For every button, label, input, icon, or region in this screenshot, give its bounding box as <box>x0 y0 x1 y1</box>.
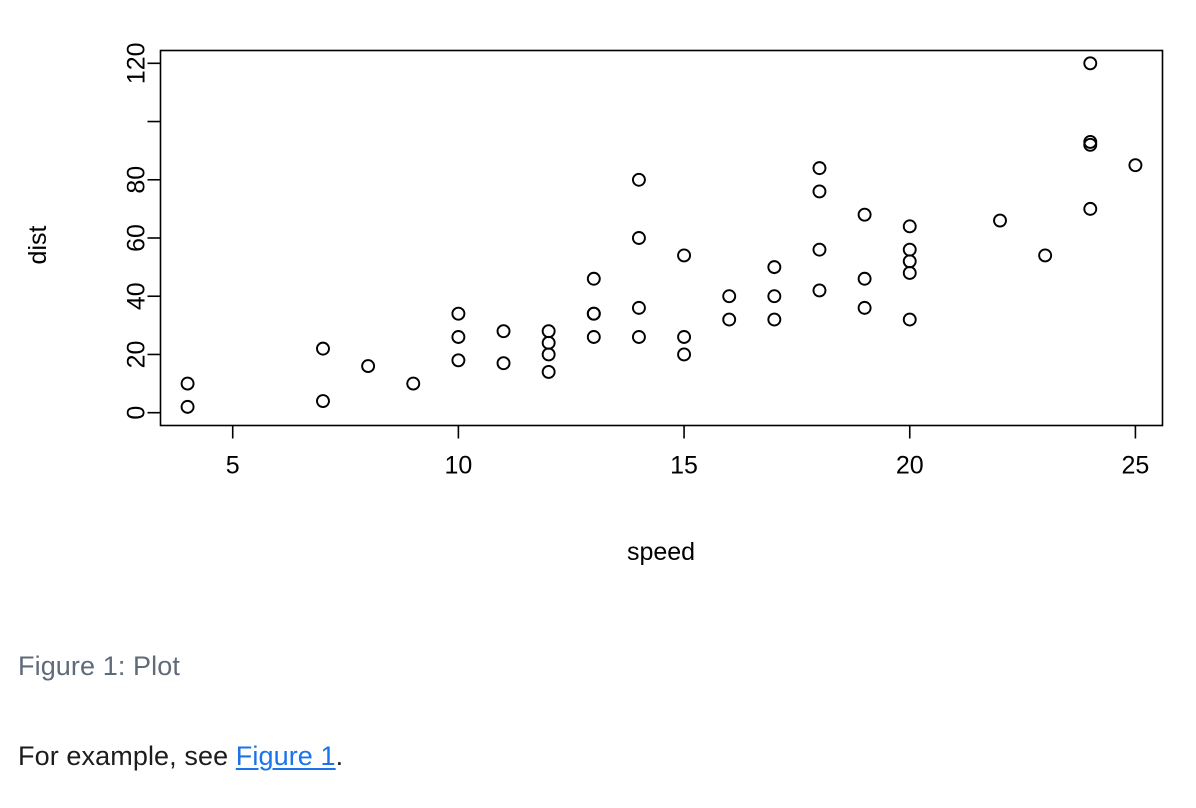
plot-frame <box>159 49 1164 427</box>
data-point <box>857 271 872 286</box>
data-point <box>541 335 556 350</box>
data-point <box>361 359 376 374</box>
paragraph-suffix-text: . <box>335 741 344 771</box>
data-point <box>857 207 872 222</box>
y-axis-tick-label: 120 <box>123 42 151 84</box>
data-point <box>1083 56 1098 71</box>
y-axis-tick-label: 40 <box>123 282 151 310</box>
data-point <box>496 356 511 371</box>
data-point <box>902 219 917 234</box>
figure-caption: Figure 1: Plot <box>18 651 180 681</box>
data-point <box>767 260 782 275</box>
data-point <box>631 172 646 187</box>
y-axis-tick-label: 20 <box>123 341 151 369</box>
data-point <box>451 306 466 321</box>
data-point <box>586 330 601 344</box>
data-point <box>677 330 692 344</box>
x-axis-tick-label: 15 <box>670 452 698 480</box>
data-point <box>767 289 782 304</box>
y-axis-tick-label: 0 <box>123 406 151 420</box>
y-axis-tick-label: 60 <box>123 224 151 252</box>
data-point <box>812 242 827 257</box>
scatter-plot: 0 20 40 60 80 120 5 10 15 20 25 dist speed <box>24 42 1164 566</box>
data-point <box>902 254 917 269</box>
data-point <box>631 231 646 245</box>
figure-block: 0 20 40 60 80 120 5 10 15 20 25 dist speed <box>24 42 1164 566</box>
data-point <box>812 283 827 298</box>
data-point <box>812 161 827 176</box>
data-point <box>1128 158 1143 173</box>
data-point <box>767 312 782 327</box>
data-point <box>586 271 601 286</box>
data-point <box>541 364 556 379</box>
data-point <box>902 312 917 327</box>
data-point <box>993 213 1007 228</box>
data-point <box>541 324 556 339</box>
data-point <box>902 265 917 280</box>
x-axis-tick-label: 20 <box>896 452 924 480</box>
data-point <box>1038 248 1053 263</box>
x-axis-title: speed <box>627 538 695 566</box>
data-point <box>722 289 737 304</box>
data-point <box>451 353 466 368</box>
data-point <box>586 306 601 321</box>
data-point <box>180 376 195 391</box>
data-point <box>316 341 330 356</box>
data-point <box>857 300 872 315</box>
data-point <box>631 300 646 315</box>
x-axis-tick-label: 5 <box>226 452 240 480</box>
paragraph-prefix-text: For example, see <box>18 741 236 771</box>
y-axis: 0 20 40 60 80 120 <box>123 42 161 420</box>
data-point <box>406 376 421 391</box>
data-point-group <box>180 56 1143 414</box>
data-point <box>180 399 195 414</box>
data-point <box>451 330 466 344</box>
y-axis-title: dist <box>24 225 52 264</box>
data-point <box>1083 134 1098 149</box>
data-point <box>677 347 692 362</box>
x-axis-tick-label: 10 <box>444 452 472 480</box>
data-point <box>677 248 692 263</box>
data-point <box>902 242 917 257</box>
data-point <box>1083 201 1098 216</box>
data-point <box>812 184 827 199</box>
data-point <box>541 347 556 362</box>
y-axis-tick-label: 80 <box>123 166 151 194</box>
data-point <box>722 312 737 327</box>
x-axis-tick-label: 25 <box>1122 452 1150 480</box>
x-axis: 5 10 15 20 25 <box>226 425 1150 480</box>
data-point <box>496 324 511 339</box>
data-point <box>631 330 646 344</box>
data-point <box>316 394 330 408</box>
body-paragraph: For example, see Figure 1. <box>18 738 343 774</box>
figure-cross-reference-link[interactable]: Figure 1 <box>235 741 336 771</box>
